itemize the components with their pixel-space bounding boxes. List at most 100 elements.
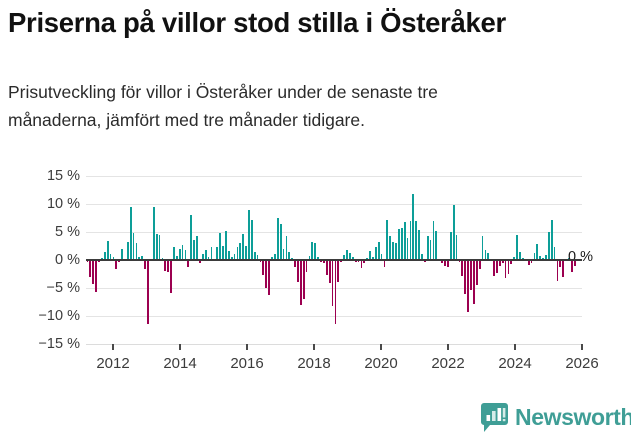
bar[interactable] (305, 260, 308, 272)
bar[interactable] (351, 257, 354, 260)
bar[interactable] (173, 247, 175, 260)
bar[interactable] (467, 260, 469, 312)
bar[interactable] (372, 257, 374, 260)
bar[interactable] (297, 260, 299, 282)
bar[interactable] (397, 228, 400, 260)
bar[interactable] (184, 249, 187, 260)
bar[interactable] (89, 260, 92, 277)
bar[interactable] (409, 220, 412, 260)
bar[interactable] (187, 260, 190, 268)
bar[interactable] (415, 220, 418, 260)
bar[interactable] (92, 260, 95, 285)
bar[interactable] (250, 220, 253, 260)
bar[interactable] (236, 246, 239, 260)
bar[interactable] (363, 260, 366, 264)
bar[interactable] (383, 260, 386, 267)
bar[interactable] (222, 246, 224, 260)
bar[interactable] (262, 260, 265, 276)
bar[interactable] (178, 249, 181, 260)
bar[interactable] (452, 205, 455, 260)
bar[interactable] (317, 256, 320, 260)
bar[interactable] (268, 260, 270, 295)
bar[interactable] (337, 260, 340, 283)
bar[interactable] (285, 236, 288, 260)
bar[interactable] (106, 240, 109, 260)
bar[interactable] (403, 221, 406, 260)
bar[interactable] (103, 251, 106, 260)
bar[interactable] (190, 214, 193, 260)
bar[interactable] (475, 260, 478, 285)
bar[interactable] (395, 243, 397, 260)
bar[interactable] (181, 244, 184, 260)
bar[interactable] (279, 223, 282, 260)
bar[interactable] (498, 260, 501, 266)
bar[interactable] (374, 246, 377, 260)
bar[interactable] (245, 246, 247, 260)
bar[interactable] (519, 252, 521, 260)
bar[interactable] (239, 242, 242, 260)
bar[interactable] (484, 249, 487, 260)
bar[interactable] (224, 230, 227, 260)
bar[interactable] (527, 260, 530, 266)
bar[interactable] (573, 260, 576, 267)
bar[interactable] (314, 243, 317, 260)
bar[interactable] (360, 260, 363, 268)
bar[interactable] (400, 228, 403, 260)
bar[interactable] (112, 257, 115, 260)
bar[interactable] (493, 260, 495, 276)
bar[interactable] (441, 260, 444, 264)
bar[interactable] (536, 243, 539, 260)
bar[interactable] (273, 254, 276, 260)
bar[interactable] (138, 256, 141, 260)
bar[interactable] (392, 241, 394, 260)
bar[interactable] (496, 260, 498, 274)
bar[interactable] (389, 235, 392, 260)
bar[interactable] (429, 239, 432, 260)
bar[interactable] (406, 238, 409, 260)
bar[interactable] (504, 260, 507, 278)
bar[interactable] (533, 252, 536, 260)
bar[interactable] (472, 260, 475, 305)
bar[interactable] (271, 256, 273, 260)
bar[interactable] (158, 234, 161, 260)
bar[interactable] (199, 260, 201, 264)
bar[interactable] (432, 220, 435, 260)
bar[interactable] (204, 249, 207, 260)
bar[interactable] (478, 260, 481, 269)
bar[interactable] (265, 260, 268, 288)
bar[interactable] (447, 260, 449, 267)
bar[interactable] (164, 260, 167, 272)
bar[interactable] (155, 234, 158, 260)
newsworthy-logo[interactable]: Newsworthy (481, 403, 631, 432)
bar[interactable] (288, 251, 291, 260)
bar[interactable] (571, 260, 573, 273)
bar[interactable] (109, 254, 112, 260)
bar[interactable] (369, 251, 371, 260)
bar[interactable] (426, 236, 429, 260)
bar[interactable] (219, 233, 221, 260)
bar[interactable] (132, 233, 135, 260)
bar[interactable] (141, 255, 144, 260)
bar[interactable] (513, 257, 516, 260)
bar[interactable] (323, 260, 325, 264)
bar[interactable] (126, 242, 129, 260)
bar[interactable] (308, 256, 311, 260)
bar[interactable] (230, 257, 233, 260)
bar[interactable] (115, 260, 118, 269)
bar[interactable] (545, 254, 547, 260)
bar[interactable] (328, 260, 331, 283)
bar[interactable] (282, 248, 285, 260)
bar[interactable] (95, 260, 97, 293)
bar[interactable] (547, 232, 550, 260)
bar[interactable] (507, 260, 510, 274)
bar[interactable] (449, 232, 452, 260)
bar[interactable] (325, 260, 328, 276)
bar[interactable] (412, 194, 415, 260)
bar[interactable] (455, 235, 458, 260)
bar[interactable] (331, 260, 334, 306)
bar[interactable] (210, 247, 213, 260)
bar[interactable] (334, 260, 337, 325)
bar[interactable] (302, 260, 305, 300)
bar[interactable] (294, 260, 296, 268)
bar[interactable] (147, 260, 149, 324)
